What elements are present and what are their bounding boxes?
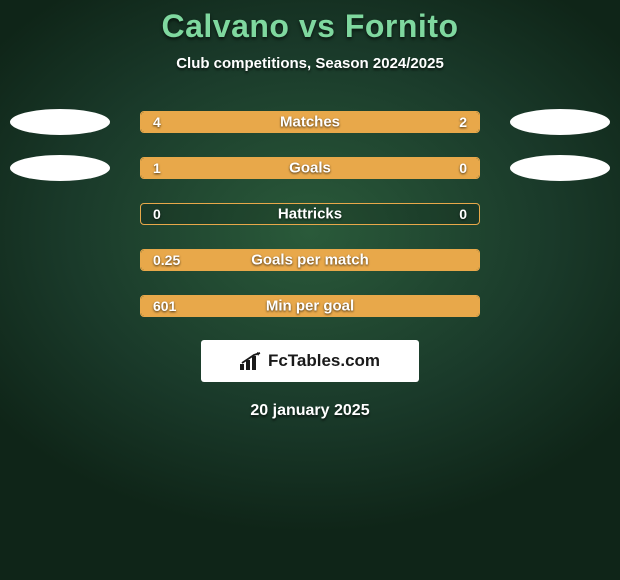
stat-row: Min per goal 601 <box>0 294 620 318</box>
player-right-ellipse-icon <box>510 155 610 181</box>
stat-value-right: 2 <box>459 114 467 130</box>
logo-text: FcTables.com <box>268 351 380 371</box>
stat-label: Goals per match <box>251 252 369 269</box>
stat-value-right: 0 <box>459 160 467 176</box>
logo-box: FcTables.com <box>201 340 419 382</box>
stat-value-left: 0.25 <box>153 252 180 268</box>
content-wrapper: Calvano vs Fornito Club competitions, Se… <box>0 0 620 420</box>
player-left-name: Calvano <box>161 8 289 44</box>
stat-value-left: 1 <box>153 160 161 176</box>
comparison-title: Calvano vs Fornito <box>0 8 620 45</box>
stat-label: Matches <box>280 114 340 131</box>
stat-value-right: 0 <box>459 206 467 222</box>
fctables-logo-icon <box>240 352 262 370</box>
stat-value-left: 0 <box>153 206 161 222</box>
player-left-ellipse-icon <box>10 109 110 135</box>
stat-value-left: 601 <box>153 298 176 314</box>
stat-bar-track: Goals 1 0 <box>140 157 480 179</box>
stat-label: Hattricks <box>278 206 342 223</box>
player-right-name: Fornito <box>345 8 459 44</box>
stat-value-left: 4 <box>153 114 161 130</box>
date-label: 20 january 2025 <box>0 402 620 420</box>
stat-bar-track: Matches 4 2 <box>140 111 480 133</box>
stat-bar-left <box>141 158 401 178</box>
stat-bar-track: Hattricks 0 0 <box>140 203 480 225</box>
stat-label: Goals <box>289 160 331 177</box>
stat-row: Goals 1 0 <box>0 156 620 180</box>
stat-row: Goals per match 0.25 <box>0 248 620 272</box>
stats-container: Matches 4 2 Goals 1 0 Hattricks 0 0 Goals per mat… <box>0 110 620 318</box>
player-left-ellipse-icon <box>10 155 110 181</box>
stat-bar-right <box>401 158 479 178</box>
player-right-ellipse-icon <box>510 109 610 135</box>
subtitle: Club competitions, Season 2024/2025 <box>0 55 620 72</box>
stat-bar-track: Min per goal 601 <box>140 295 480 317</box>
stat-bar-track: Goals per match 0.25 <box>140 249 480 271</box>
vs-label: vs <box>299 8 336 44</box>
stat-row: Hattricks 0 0 <box>0 202 620 226</box>
stat-label: Min per goal <box>266 298 354 315</box>
stat-row: Matches 4 2 <box>0 110 620 134</box>
